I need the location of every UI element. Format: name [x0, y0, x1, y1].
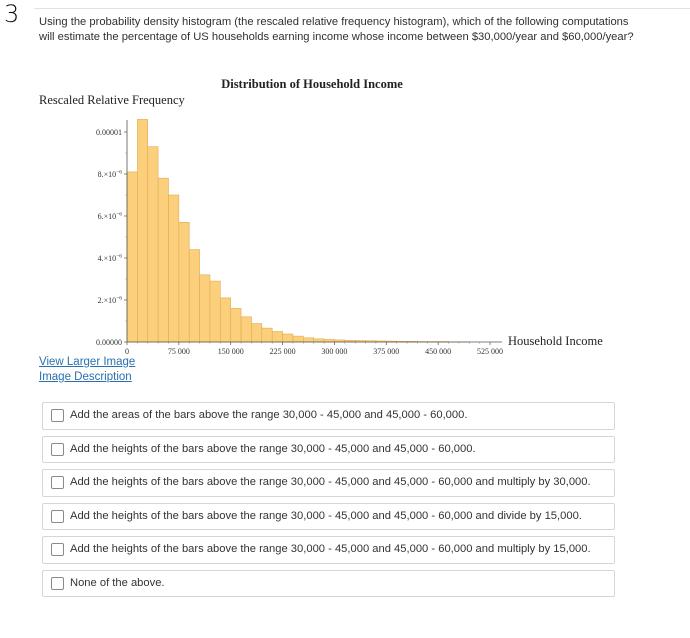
y-tick-label: 0.00001	[96, 128, 122, 137]
histogram-bar	[199, 274, 211, 343]
option-5-label: Add the heights of the bars above the ra…	[70, 543, 591, 555]
x-tick-label: 75 000	[168, 347, 190, 356]
option-5-checkbox[interactable]	[51, 543, 64, 556]
option-4-checkbox[interactable]	[51, 509, 64, 523]
option-2-label: Add the heights of the bars above the ra…	[70, 442, 476, 455]
option-6-label: None of the above.	[70, 576, 165, 589]
histogram-bar	[147, 146, 159, 343]
chart-title: Distribution of Household Income	[221, 77, 403, 91]
x-axis-label: Household Income	[508, 334, 603, 348]
y-tick-label: 8.×10−6	[98, 170, 123, 180]
histogram-bar	[230, 308, 242, 343]
histogram-bar	[271, 331, 283, 343]
option-4-label: Add the heights of the bars above the ra…	[70, 509, 582, 522]
y-tick-label: 0.00000	[96, 338, 122, 347]
histogram-bar	[157, 177, 169, 343]
histogram-bar	[188, 249, 200, 343]
x-tick-label: 0	[125, 347, 129, 356]
option-6-checkbox[interactable]	[51, 576, 64, 590]
x-tick-label: 300 000	[321, 347, 347, 356]
histogram-bar	[313, 338, 325, 343]
histogram-bar	[251, 323, 263, 343]
histogram-bar	[178, 222, 190, 343]
histogram-bar	[261, 327, 273, 343]
histogram-bar	[240, 316, 252, 343]
option-2[interactable]: Add the heights of the bars above the ra…	[42, 435, 615, 463]
divider	[34, 8, 690, 9]
x-tick-label: 375 000	[373, 347, 399, 356]
x-tick-label: 450 000	[425, 347, 451, 356]
histogram-chart: Distribution of Household Income Rescale…	[0, 70, 690, 360]
option-4[interactable]: Add the heights of the bars above the ra…	[42, 502, 615, 530]
y-tick-label: 6.×10−6	[98, 212, 123, 222]
histogram-svg: Distribution of Household Income Rescale…	[39, 77, 603, 356]
option-3-label: Add the heights of the bars above the ra…	[70, 476, 591, 488]
histogram-bar	[292, 335, 304, 343]
option-1-label: Add the areas of the bars above the rang…	[70, 409, 468, 421]
option-6[interactable]: None of the above.	[42, 569, 615, 597]
option-3[interactable]: Add the heights of the bars above the ra…	[42, 469, 615, 497]
x-tick-label: 225 000	[270, 347, 296, 356]
option-1-checkbox[interactable]	[51, 409, 64, 422]
y-axis-label: Rescaled Relative Frequency	[39, 93, 186, 107]
image-description-link[interactable]: Image Description	[39, 371, 132, 383]
histogram-bar	[282, 333, 294, 343]
option-3-checkbox[interactable]	[51, 476, 64, 489]
histogram-bar	[168, 194, 180, 343]
image-links: View Larger Image Image Description	[39, 355, 135, 385]
histogram-bar	[303, 337, 314, 343]
histogram-bar	[209, 280, 221, 343]
option-1[interactable]: Add the areas of the bars above the rang…	[42, 402, 615, 430]
histogram-bar	[137, 119, 149, 343]
option-5[interactable]: Add the heights of the bars above the ra…	[42, 536, 615, 564]
histogram-bar	[220, 297, 232, 343]
option-2-checkbox[interactable]	[51, 442, 64, 456]
question-text: Using the probability density histogram …	[39, 16, 634, 43]
view-larger-image-link[interactable]: View Larger Image	[39, 356, 136, 368]
question-number: 3	[4, 0, 20, 28]
x-tick-label: 150 000	[218, 347, 244, 356]
answer-options: Add the areas of the bars above the rang…	[42, 402, 615, 603]
y-tick-label: 4.×10−6	[98, 254, 123, 264]
y-tick-label: 2.×10−6	[98, 296, 123, 306]
histogram-bar	[126, 171, 138, 343]
x-tick-label: 525 000	[477, 347, 503, 356]
